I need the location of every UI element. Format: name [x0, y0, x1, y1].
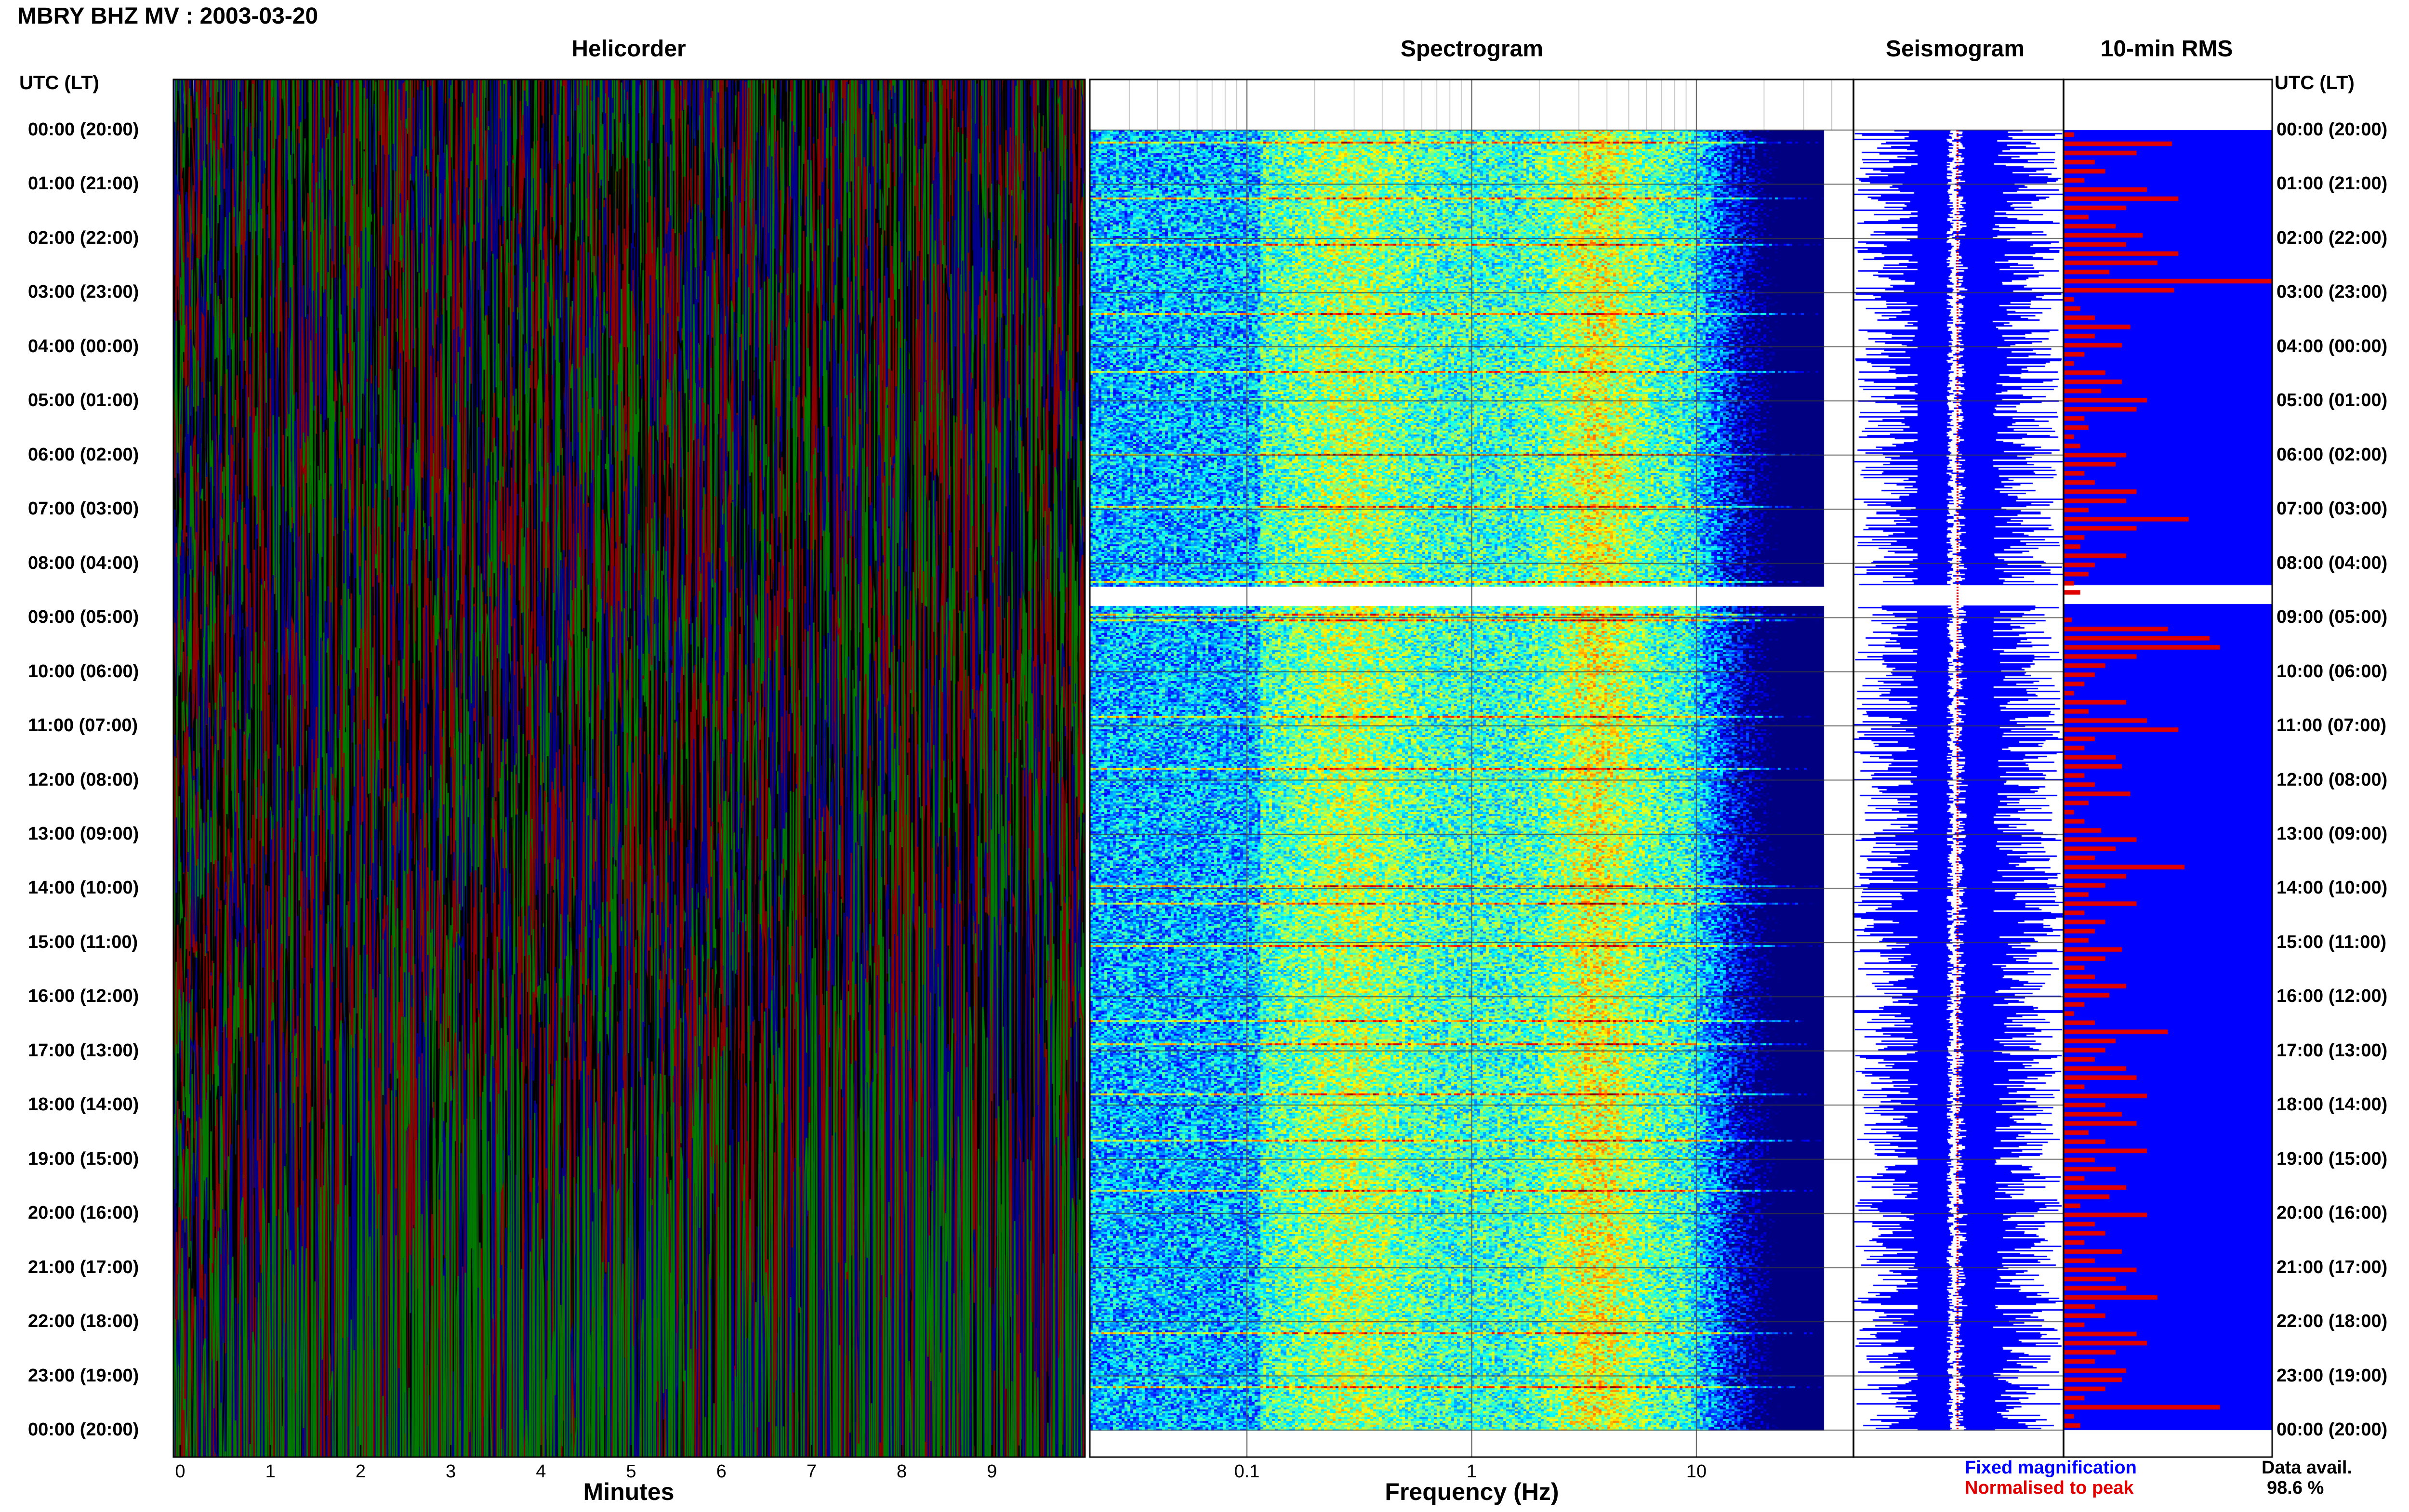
row-label-right: 00:00 (20:00) — [2277, 119, 2388, 140]
spectrogram-tick-label: 0.1 — [1234, 1461, 1260, 1482]
row-label-right: 09:00 (05:00) — [2277, 607, 2388, 628]
row-label-right: 10:00 (06:00) — [2277, 661, 2388, 682]
rms-title: 10-min RMS — [2100, 36, 2233, 62]
legend-fixed-magnification: Fixed magnification — [1965, 1458, 2137, 1478]
spectrogram-tick-label: 10 — [1686, 1461, 1707, 1482]
row-label-left: 04:00 (00:00) — [28, 336, 139, 356]
helicorder-tick-label: 6 — [716, 1461, 727, 1482]
row-label-right: 08:00 (04:00) — [2277, 552, 2388, 573]
row-label-right: 21:00 (17:00) — [2277, 1257, 2388, 1277]
row-label-right: 11:00 (07:00) — [2277, 715, 2387, 736]
row-label-left: 10:00 (06:00) — [28, 661, 139, 682]
legend-normalised-to-peak: Normalised to peak — [1965, 1478, 2134, 1498]
row-label-left: 03:00 (23:00) — [28, 282, 139, 302]
row-label-left: 23:00 (19:00) — [28, 1365, 139, 1386]
row-label-left: 02:00 (22:00) — [28, 227, 139, 248]
row-label-right: 03:00 (23:00) — [2277, 282, 2388, 302]
row-label-left: 00:00 (20:00) — [28, 1420, 139, 1440]
row-label-left: 16:00 (12:00) — [28, 986, 139, 1007]
helicorder-tick-label: 7 — [806, 1461, 817, 1482]
row-label-right: 16:00 (12:00) — [2277, 986, 2388, 1007]
row-label-right: 23:00 (19:00) — [2277, 1365, 2388, 1386]
helicorder-title: Helicorder — [571, 36, 686, 62]
helicorder-tick-label: 5 — [626, 1461, 636, 1482]
row-label-left: 20:00 (16:00) — [28, 1203, 139, 1223]
helicorder-tick-label: 0 — [175, 1461, 185, 1482]
row-label-left: 18:00 (14:00) — [28, 1094, 139, 1115]
row-label-left: 12:00 (08:00) — [28, 769, 139, 790]
spectrogram-title: Spectrogram — [1400, 36, 1544, 62]
helicorder-tick-label: 9 — [987, 1461, 997, 1482]
helicorder-tick-label: 1 — [265, 1461, 276, 1482]
helicorder-tick-label: 4 — [536, 1461, 546, 1482]
row-label-right: 07:00 (03:00) — [2277, 499, 2388, 519]
row-label-right: 02:00 (22:00) — [2277, 227, 2388, 248]
helicorder-tick-label: 8 — [897, 1461, 907, 1482]
row-label-left: 13:00 (09:00) — [28, 823, 139, 844]
row-label-left: 09:00 (05:00) — [28, 607, 139, 628]
row-label-right: 19:00 (15:00) — [2277, 1148, 2388, 1169]
row-label-right: 00:00 (20:00) — [2277, 1420, 2388, 1440]
row-label-left: 11:00 (07:00) — [28, 715, 138, 736]
row-label-left: 01:00 (21:00) — [28, 173, 139, 194]
row-label-right: 12:00 (08:00) — [2277, 769, 2388, 790]
row-label-left: 08:00 (04:00) — [28, 552, 139, 573]
row-label-right: 18:00 (14:00) — [2277, 1094, 2388, 1115]
page-title: MBRY BHZ MV : 2003-03-20 — [17, 3, 318, 29]
spectrogram-xlabel: Frequency (Hz) — [1385, 1478, 1559, 1505]
row-label-left: 07:00 (03:00) — [28, 499, 139, 519]
seismogram-title: Seismogram — [1885, 36, 2025, 62]
row-label-left: 21:00 (17:00) — [28, 1257, 139, 1277]
row-label-left: 19:00 (15:00) — [28, 1148, 139, 1169]
row-label-right: 01:00 (21:00) — [2277, 173, 2388, 194]
row-label-left: 15:00 (11:00) — [28, 932, 138, 952]
helicorder-tick-label: 2 — [355, 1461, 366, 1482]
utc-label-right: UTC (LT) — [2275, 72, 2355, 93]
row-label-right: 22:00 (18:00) — [2277, 1311, 2388, 1332]
row-label-left: 06:00 (02:00) — [28, 444, 139, 465]
row-label-right: 06:00 (02:00) — [2277, 444, 2388, 465]
spectrogram-tick-label: 1 — [1466, 1461, 1477, 1482]
data-avail-value: 98.6 % — [2267, 1478, 2324, 1498]
row-label-right: 13:00 (09:00) — [2277, 823, 2388, 844]
utc-label-left: UTC (LT) — [19, 72, 99, 93]
data-avail-label: Data avail. — [2262, 1458, 2352, 1478]
row-label-right: 05:00 (01:00) — [2277, 390, 2388, 411]
row-label-right: 14:00 (10:00) — [2277, 878, 2388, 898]
row-label-right: 04:00 (00:00) — [2277, 336, 2388, 356]
helicorder-xlabel: Minutes — [583, 1478, 675, 1505]
row-label-left: 05:00 (01:00) — [28, 390, 139, 411]
row-label-left: 14:00 (10:00) — [28, 878, 139, 898]
row-label-left: 00:00 (20:00) — [28, 119, 139, 140]
row-label-right: 20:00 (16:00) — [2277, 1203, 2388, 1223]
row-label-right: 15:00 (11:00) — [2277, 932, 2387, 952]
helicorder-tick-label: 3 — [446, 1461, 456, 1482]
row-label-left: 17:00 (13:00) — [28, 1040, 139, 1061]
row-label-right: 17:00 (13:00) — [2277, 1040, 2388, 1061]
row-label-left: 22:00 (18:00) — [28, 1311, 139, 1332]
